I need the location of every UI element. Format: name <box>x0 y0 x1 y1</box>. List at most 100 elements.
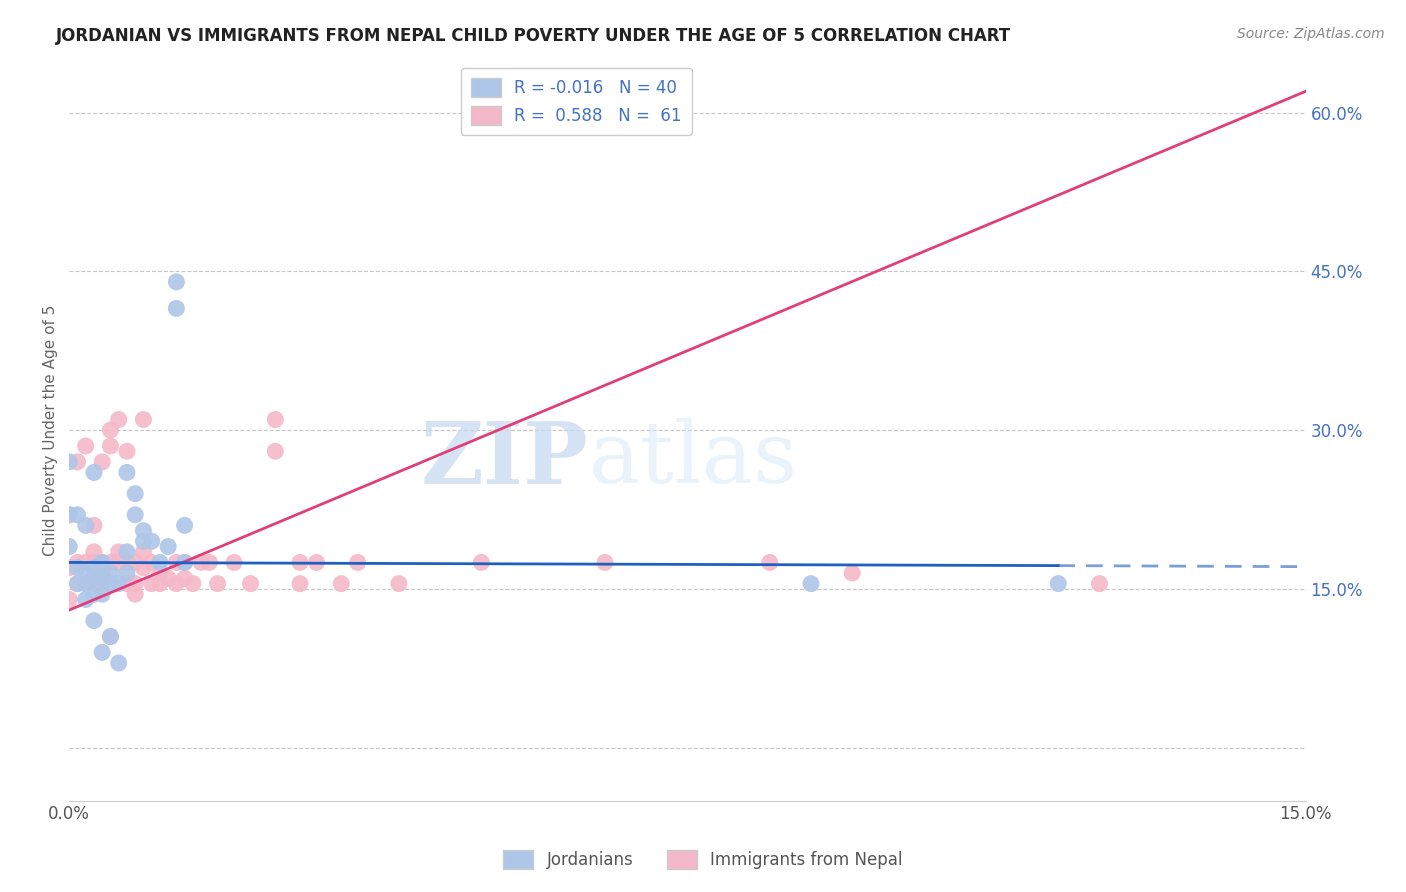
Point <box>149 556 172 570</box>
Point <box>58 592 80 607</box>
Point <box>115 545 138 559</box>
Point <box>83 556 105 570</box>
Text: Source: ZipAtlas.com: Source: ZipAtlas.com <box>1237 27 1385 41</box>
Point <box>75 576 97 591</box>
Point <box>841 566 863 580</box>
Point <box>305 556 328 570</box>
Point <box>91 645 114 659</box>
Point <box>165 556 187 570</box>
Point <box>115 556 138 570</box>
Point <box>115 444 138 458</box>
Point <box>388 576 411 591</box>
Point <box>75 518 97 533</box>
Point <box>75 556 97 570</box>
Point <box>124 556 146 570</box>
Point <box>115 566 138 580</box>
Point <box>66 560 89 574</box>
Point <box>91 455 114 469</box>
Point <box>288 556 311 570</box>
Point <box>75 592 97 607</box>
Legend: R = -0.016   N = 40, R =  0.588   N =  61: R = -0.016 N = 40, R = 0.588 N = 61 <box>461 68 692 135</box>
Point <box>239 576 262 591</box>
Point <box>800 576 823 591</box>
Point <box>470 556 492 570</box>
Point <box>149 576 172 591</box>
Legend: Jordanians, Immigrants from Nepal: Jordanians, Immigrants from Nepal <box>494 840 912 880</box>
Point <box>83 466 105 480</box>
Point <box>124 587 146 601</box>
Point <box>173 556 195 570</box>
Point <box>264 444 287 458</box>
Point <box>100 439 122 453</box>
Point <box>165 301 187 316</box>
Point <box>141 534 163 549</box>
Point <box>83 518 105 533</box>
Point <box>100 566 122 580</box>
Point <box>198 556 221 570</box>
Point <box>66 508 89 522</box>
Point <box>181 576 204 591</box>
Text: ZIP: ZIP <box>420 417 589 502</box>
Text: atlas: atlas <box>589 418 797 501</box>
Point <box>75 566 97 580</box>
Point <box>83 587 105 601</box>
Point <box>149 566 172 580</box>
Point <box>157 571 180 585</box>
Point <box>124 508 146 522</box>
Point <box>100 423 122 437</box>
Point <box>83 571 105 585</box>
Point <box>165 576 187 591</box>
Point <box>66 455 89 469</box>
Point <box>75 576 97 591</box>
Point <box>107 545 129 559</box>
Point <box>58 508 80 522</box>
Point <box>83 560 105 574</box>
Point <box>107 412 129 426</box>
Point <box>132 534 155 549</box>
Point <box>330 576 353 591</box>
Point <box>58 508 80 522</box>
Point <box>83 545 105 559</box>
Point <box>759 556 782 570</box>
Point <box>132 412 155 426</box>
Point <box>66 576 89 591</box>
Point <box>100 630 122 644</box>
Point <box>91 576 114 591</box>
Point <box>91 587 114 601</box>
Point <box>124 576 146 591</box>
Point <box>83 614 105 628</box>
Point <box>115 466 138 480</box>
Point <box>91 571 114 585</box>
Point <box>115 576 138 591</box>
Point <box>165 275 187 289</box>
Point <box>141 556 163 570</box>
Point <box>91 556 114 570</box>
Point <box>593 556 616 570</box>
Point <box>66 576 89 591</box>
Point <box>190 556 212 570</box>
Point <box>288 576 311 591</box>
Point <box>222 556 245 570</box>
Point <box>207 576 229 591</box>
Point <box>157 540 180 554</box>
Point <box>100 630 122 644</box>
Y-axis label: Child Poverty Under the Age of 5: Child Poverty Under the Age of 5 <box>44 304 58 556</box>
Point <box>100 576 122 591</box>
Point <box>66 556 89 570</box>
Point <box>91 566 114 580</box>
Point <box>132 524 155 538</box>
Point <box>58 455 80 469</box>
Point <box>75 439 97 453</box>
Point <box>346 556 368 570</box>
Point <box>58 540 80 554</box>
Point <box>173 556 195 570</box>
Point <box>173 571 195 585</box>
Point <box>1088 576 1111 591</box>
Point <box>132 545 155 559</box>
Point <box>173 518 195 533</box>
Point <box>58 560 80 574</box>
Point <box>124 486 146 500</box>
Point <box>141 576 163 591</box>
Point <box>1047 576 1070 591</box>
Point <box>264 412 287 426</box>
